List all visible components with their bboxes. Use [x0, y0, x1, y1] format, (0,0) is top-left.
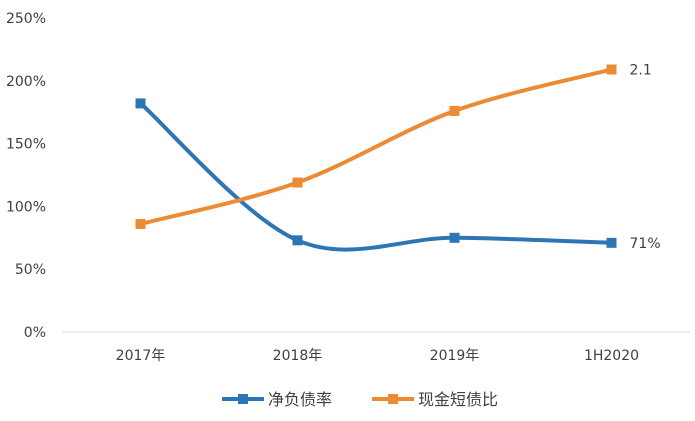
- data-point-marker: [449, 105, 460, 116]
- legend-label: 净负债率: [268, 390, 332, 409]
- data-point-marker: [292, 177, 303, 188]
- data-point-marker: [606, 237, 617, 248]
- x-tick-label: 2018年: [273, 348, 323, 364]
- series-line: [138, 101, 614, 252]
- data-point-marker: [606, 64, 617, 75]
- series-layer: 71% 2.1: [135, 62, 661, 252]
- series-1: 71%: [135, 98, 661, 252]
- y-tick-label: 200%: [6, 74, 46, 90]
- y-tick-label: 50%: [15, 262, 46, 278]
- series-line: [138, 67, 614, 226]
- end-data-label: 2.1: [630, 62, 652, 78]
- data-point-marker: [135, 218, 146, 229]
- x-axis-ticks: 2017年 2018年 2019年 1H2020: [116, 348, 639, 364]
- x-tick-label: 2019年: [430, 348, 480, 364]
- y-tick-label: 150%: [6, 137, 46, 153]
- data-point-marker: [449, 232, 460, 243]
- y-tick-label: 100%: [6, 199, 46, 215]
- x-tick-label: 1H2020: [584, 348, 639, 364]
- legend-item: 净负债率: [222, 390, 332, 409]
- legend-label: 现金短债比: [418, 390, 498, 409]
- legend-marker-swatch: [238, 394, 248, 404]
- y-axis-ticks: 0% 50% 100% 150% 200% 250%: [6, 11, 46, 341]
- data-point-marker: [292, 235, 303, 246]
- data-point-marker: [135, 98, 146, 109]
- legend-marker-swatch: [388, 394, 398, 404]
- end-data-label: 71%: [630, 236, 661, 252]
- series-2: 2.1: [135, 62, 652, 229]
- y-tick-label: 0%: [24, 325, 46, 341]
- legend-item: 现金短债比: [372, 390, 498, 409]
- legend: 净负债率 现金短债比: [222, 390, 498, 409]
- x-tick-label: 2017年: [116, 348, 166, 364]
- y-tick-label: 250%: [6, 11, 46, 27]
